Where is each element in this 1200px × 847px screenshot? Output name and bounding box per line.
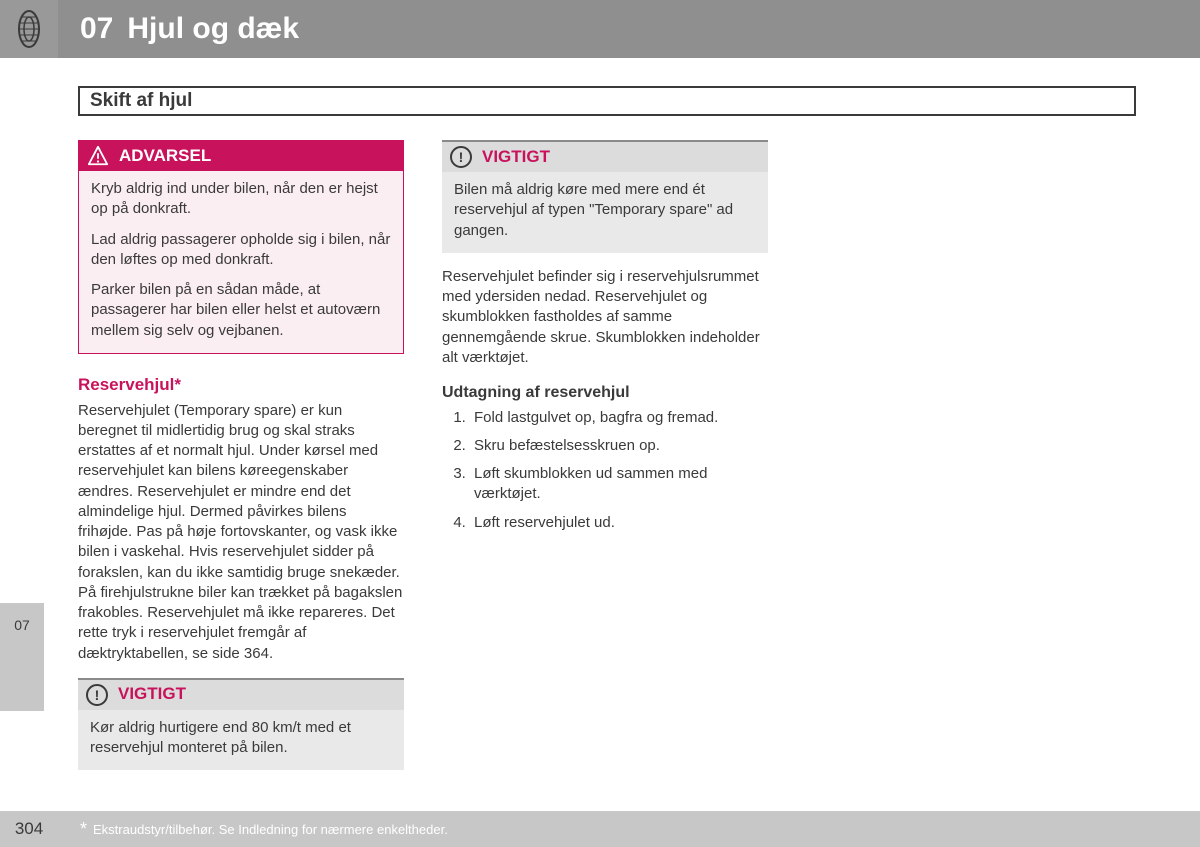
removal-steps: Fold lastgulvet op, bagfra og fremad. Sk… (442, 408, 768, 533)
footer: 304 * Ekstraudstyr/tilbehør. Se Indledni… (0, 811, 1200, 847)
important-box-1: ! VIGTIGT Kør aldrig hurtigere end 80 km… (78, 678, 404, 771)
warning-p3: Parker bilen på en sådan måde, at passag… (91, 280, 391, 341)
section-title: Skift af hjul (78, 86, 1136, 116)
side-tab-label: 07 (14, 617, 30, 633)
important-icon: ! (450, 146, 472, 168)
spare-location-body: Reservehjulet befinder sig i reservehjul… (442, 267, 768, 368)
column-1: ADVARSEL Kryb aldrig ind under bilen, nå… (78, 140, 404, 784)
warning-box: ADVARSEL Kryb aldrig ind under bilen, nå… (78, 140, 404, 354)
warning-triangle-icon (87, 145, 109, 167)
spare-wheel-body: Reservehjulet (Temporary spare) er kun b… (78, 401, 404, 664)
warning-p2: Lad aldrig passagerer opholde sig i bile… (91, 230, 391, 271)
section-title-text: Skift af hjul (90, 90, 192, 112)
step-3: Løft skumblokken ud sammen med værktøjet… (470, 464, 768, 505)
important-header-2: ! VIGTIGT (442, 142, 768, 172)
column-3 (806, 140, 1132, 784)
removal-heading: Udtagning af reservehjul (442, 382, 768, 404)
side-tab: 07 (0, 603, 44, 711)
column-2: ! VIGTIGT Bilen må aldrig køre med mere … (442, 140, 768, 784)
important-box-2: ! VIGTIGT Bilen må aldrig køre med mere … (442, 140, 768, 253)
spare-wheel-heading: Reservehjul* (78, 374, 404, 397)
chapter-title: Hjul og dæk (127, 12, 299, 46)
step-1: Fold lastgulvet op, bagfra og fremad. (470, 408, 768, 428)
step-4: Løft reservehjulet ud. (470, 513, 768, 533)
warning-label: ADVARSEL (119, 145, 211, 168)
left-rail: 07 (0, 0, 58, 847)
important-label-1: VIGTIGT (118, 683, 186, 706)
chapter-header: 07 Hjul og dæk (58, 0, 1200, 58)
chapter-number: 07 (80, 12, 113, 46)
important-label-2: VIGTIGT (482, 146, 550, 169)
footnote-star-icon: * (80, 819, 87, 840)
important-body-2: Bilen må aldrig køre med mere end ét res… (442, 172, 768, 253)
warning-p1: Kryb aldrig ind under bilen, når den er … (91, 179, 391, 220)
footnote-text: Ekstraudstyr/tilbehør. Se Indledning for… (93, 822, 448, 837)
page-number: 304 (0, 819, 58, 839)
important-body-1: Kør aldrig hurtigere end 80 km/t med et … (78, 710, 404, 771)
important-header-1: ! VIGTIGT (78, 680, 404, 710)
content-area: ADVARSEL Kryb aldrig ind under bilen, nå… (78, 140, 1136, 784)
important-icon: ! (86, 684, 108, 706)
warning-body: Kryb aldrig ind under bilen, når den er … (79, 171, 403, 353)
tire-icon (9, 9, 49, 49)
chapter-icon-block (0, 0, 58, 58)
warning-header: ADVARSEL (79, 141, 403, 171)
step-2: Skru befæstelsesskruen op. (470, 436, 768, 456)
